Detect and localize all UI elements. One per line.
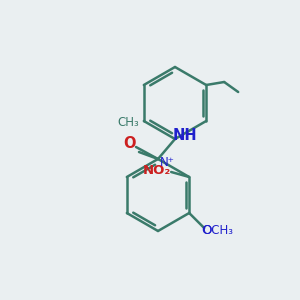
Text: CH₃: CH₃ <box>117 116 139 128</box>
Text: N⁺: N⁺ <box>160 155 175 169</box>
Text: O: O <box>201 224 211 236</box>
Text: OCH₃: OCH₃ <box>203 224 234 236</box>
Text: NH: NH <box>173 128 197 143</box>
Text: O: O <box>123 136 135 152</box>
Text: NO₂: NO₂ <box>143 164 171 178</box>
